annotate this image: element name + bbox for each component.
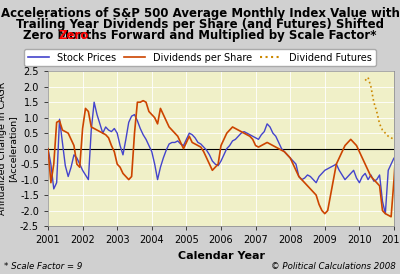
Text: * Scale Factor = 9: * Scale Factor = 9 — [4, 262, 82, 271]
Text: Trailing Year Dividends per Share (and Futures) Shifted: Trailing Year Dividends per Share (and F… — [16, 18, 384, 31]
X-axis label: Calendar Year: Calendar Year — [178, 251, 264, 261]
Text: © Political Calculations 2008: © Political Calculations 2008 — [271, 262, 396, 271]
Text: Zero Months Forward and Multiplied by Scale Factor*: Zero Months Forward and Multiplied by Sc… — [23, 29, 377, 42]
Y-axis label: Annualized Change in CAGR
[Acceleration]: Annualized Change in CAGR [Acceleration] — [0, 82, 17, 215]
Legend: Stock Prices, Dividends per Share, Dividend Futures: Stock Prices, Dividends per Share, Divid… — [24, 49, 376, 66]
Text: Accelerations of S&P 500 Average Monthly Index Value with: Accelerations of S&P 500 Average Monthly… — [0, 7, 400, 20]
Text: Zero: Zero — [58, 29, 88, 42]
